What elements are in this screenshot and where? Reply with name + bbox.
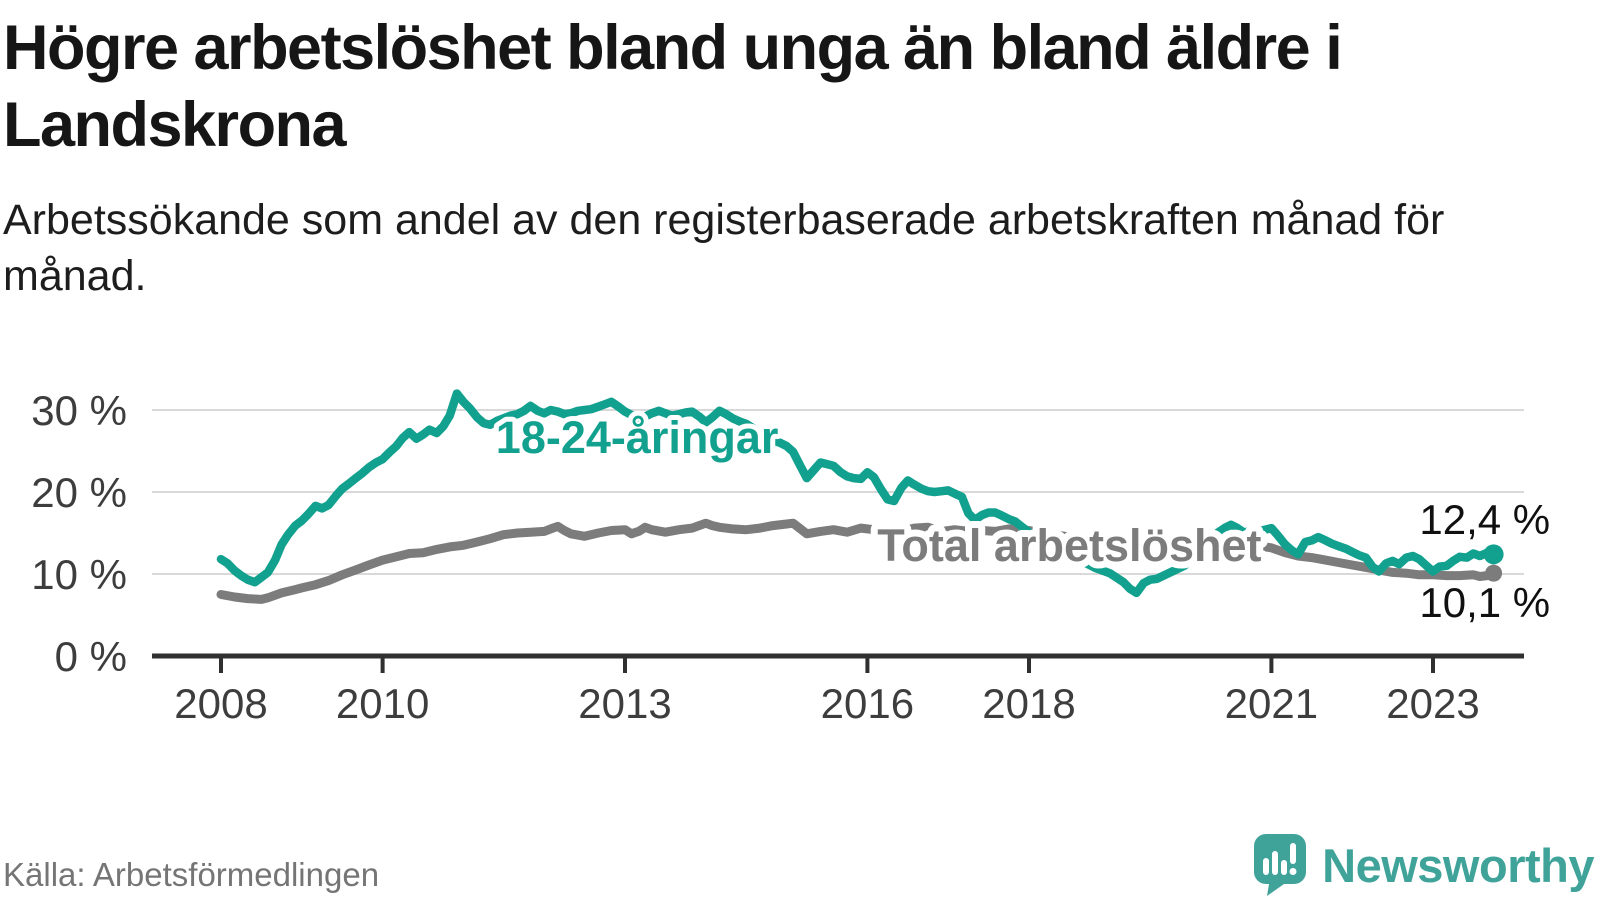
page-title: Högre arbetslöshet bland unga än bland ä… bbox=[3, 13, 1343, 160]
x-axis-label-2021: 2021 bbox=[1225, 680, 1318, 727]
series-line-total bbox=[216, 518, 1499, 604]
source-note: Källa: Arbetsförmedlingen bbox=[3, 856, 380, 893]
brand-name: Newsworthy bbox=[1322, 838, 1594, 892]
y-axis-label-0: 0 % bbox=[55, 633, 127, 680]
series-label-total: Total arbetslöshet bbox=[877, 520, 1261, 571]
series-end-dot-young bbox=[1483, 544, 1504, 565]
x-axis-label-2018: 2018 bbox=[982, 680, 1075, 727]
y-axis-label-10: 10 % bbox=[31, 551, 127, 598]
chart-subtitle: Arbetssökande som andel av den registerb… bbox=[3, 196, 1445, 300]
x-axis-label-2010: 2010 bbox=[336, 680, 429, 727]
x-axis-label-2013: 2013 bbox=[578, 680, 671, 727]
newsworthy-logo: Newsworthy bbox=[1254, 834, 1594, 896]
end-value-label-young: 12,4 % bbox=[1419, 496, 1550, 543]
x-axis-label-2008: 2008 bbox=[174, 680, 267, 727]
series-end-dot-total bbox=[1485, 564, 1503, 582]
y-axis-label-30: 30 % bbox=[31, 387, 127, 434]
x-axis-label-2016: 2016 bbox=[821, 680, 914, 727]
series-line-young bbox=[216, 389, 1498, 598]
x-axis-label-2023: 2023 bbox=[1386, 680, 1479, 727]
end-value-label-total: 10,1 % bbox=[1419, 579, 1550, 626]
y-axis-label-20: 20 % bbox=[31, 469, 127, 516]
series-label-young: 18-24-åringar bbox=[496, 412, 779, 463]
newsworthy-speech-bubble-chart-icon bbox=[1254, 834, 1307, 896]
